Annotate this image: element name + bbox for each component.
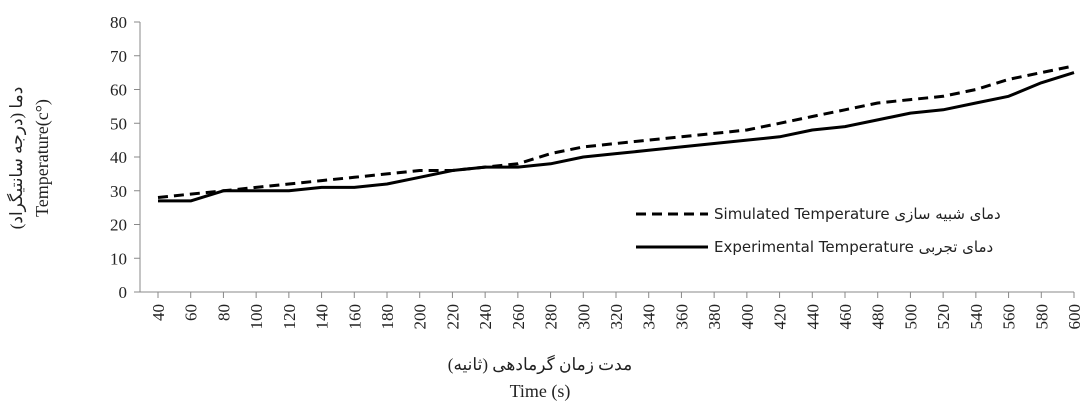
x-tick-label: 240 [476, 304, 495, 330]
x-tick-label: 200 [411, 304, 430, 330]
x-axis-title-fa: مدت زمان گرمادهی (ثانیه) [448, 354, 632, 375]
legend-label: Simulated Temperature دمای شبیه سازی [714, 205, 1001, 223]
x-tick-label: 480 [869, 304, 888, 330]
x-axis: 40 60 80 100 120 140 160 180 200 220 240 260 280 300 3… [140, 291, 1081, 330]
x-tick-label: 140 [313, 304, 332, 330]
y-axis-title-fa: دما (درجه سانتیگراد) [6, 87, 27, 230]
x-tick-label: 60 [182, 304, 201, 321]
y-axis-title-en: Temperature(c°) [32, 99, 53, 217]
legend: Simulated Temperature دمای شبیه سازی Expe… [636, 205, 1001, 256]
y-tick-label: 50 [110, 114, 127, 133]
x-tick-label: 360 [672, 304, 691, 330]
x-tick-label: 180 [378, 304, 397, 330]
x-tick-label: 500 [901, 304, 920, 330]
legend-label: Experimental Temperature دمای تجربی [714, 238, 993, 256]
x-tick-label: 400 [738, 304, 757, 330]
y-tick-label: 40 [110, 148, 127, 167]
x-tick-label: 420 [771, 304, 790, 330]
y-tick-label: 70 [110, 47, 127, 66]
series-lines [157, 64, 1075, 203]
y-tick-label: 20 [110, 216, 127, 235]
x-tick-label: 540 [967, 304, 986, 330]
x-axis-title-en: Time (s) [510, 381, 571, 402]
y-axis: 0 10 20 30 40 50 60 70 80 [110, 13, 141, 302]
x-tick-label: 300 [574, 304, 593, 330]
x-tick-label: 440 [803, 304, 822, 330]
x-tick-label: 560 [1000, 304, 1019, 330]
x-tick-label: 260 [509, 304, 528, 330]
y-tick-label: 10 [110, 249, 127, 268]
x-tick-label: 160 [345, 304, 364, 330]
x-tick-label: 460 [836, 304, 855, 330]
x-tick-label: 40 [149, 304, 168, 321]
experimental-temperature-line [158, 71, 1075, 203]
x-tick-label: 520 [934, 304, 953, 330]
axis-titles: دما (درجه سانتیگراد) Temperature(c°) مدت… [6, 87, 632, 402]
x-tick-label: 280 [542, 304, 561, 330]
y-tick-label: 0 [119, 283, 128, 302]
x-tick-label: 600 [1065, 304, 1081, 330]
y-tick-label: 60 [110, 81, 127, 100]
x-tick-label: 320 [607, 304, 626, 330]
x-tick-label: 580 [1032, 304, 1051, 330]
x-tick-label: 80 [214, 304, 233, 321]
simulated-temperature-line [157, 64, 1075, 199]
y-tick-label: 30 [110, 182, 127, 201]
x-tick-label: 120 [280, 304, 299, 330]
x-tick-label: 220 [443, 304, 462, 330]
x-tick-label: 100 [247, 304, 266, 330]
x-tick-label: 340 [640, 304, 659, 330]
x-tick-label: 380 [705, 304, 724, 330]
y-tick-label: 80 [110, 13, 127, 32]
